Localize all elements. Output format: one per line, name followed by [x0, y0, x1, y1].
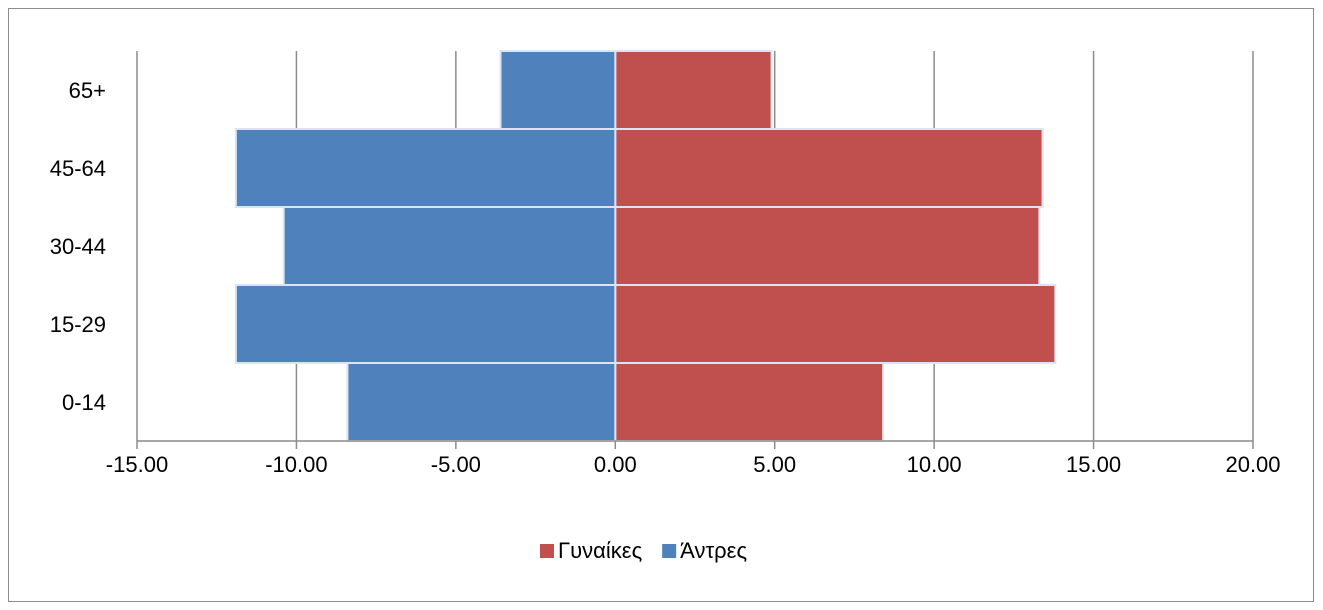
legend-swatch — [540, 544, 554, 558]
y-category-label: 45-64 — [50, 156, 106, 181]
bar-men-0-14 — [346, 362, 617, 442]
x-tick-label: 0.00 — [594, 452, 637, 477]
legend-label: Άντρες — [680, 538, 747, 563]
bar-women-45-64 — [614, 128, 1044, 208]
bar-men-45-64 — [234, 128, 617, 208]
bar-women-30-44 — [614, 206, 1041, 286]
bar-women-15-29 — [614, 284, 1057, 364]
x-tick-label: 20.00 — [1225, 452, 1280, 477]
bar-women-65+ — [614, 50, 773, 130]
legend-swatch — [662, 544, 677, 558]
x-tick-label: 10.00 — [907, 452, 962, 477]
bar-men-65+ — [499, 50, 617, 130]
x-tick-label: 15.00 — [1066, 452, 1121, 477]
bar-women-0-14 — [614, 362, 885, 442]
y-category-label: 0-14 — [62, 390, 106, 415]
y-category-label: 30-44 — [50, 234, 106, 259]
legend-label: Γυναίκες — [558, 538, 642, 563]
x-tick-label: -10.00 — [265, 452, 327, 477]
bars — [234, 50, 1057, 442]
y-category-label: 15-29 — [50, 312, 106, 337]
bar-men-15-29 — [234, 284, 617, 364]
x-tick-label: -5.00 — [431, 452, 481, 477]
axes — [136, 440, 1254, 449]
bar-men-30-44 — [282, 206, 617, 286]
x-tick-label: 5.00 — [753, 452, 796, 477]
tick-labels: -15.00 -10.00 -5.00 0.00 5.00 10.00 15.00 20.00… — [50, 78, 1281, 477]
legend: Γυναίκες Άντρες — [540, 538, 747, 563]
x-tick-label: -15.00 — [106, 452, 168, 477]
y-category-label: 65+ — [69, 78, 106, 103]
